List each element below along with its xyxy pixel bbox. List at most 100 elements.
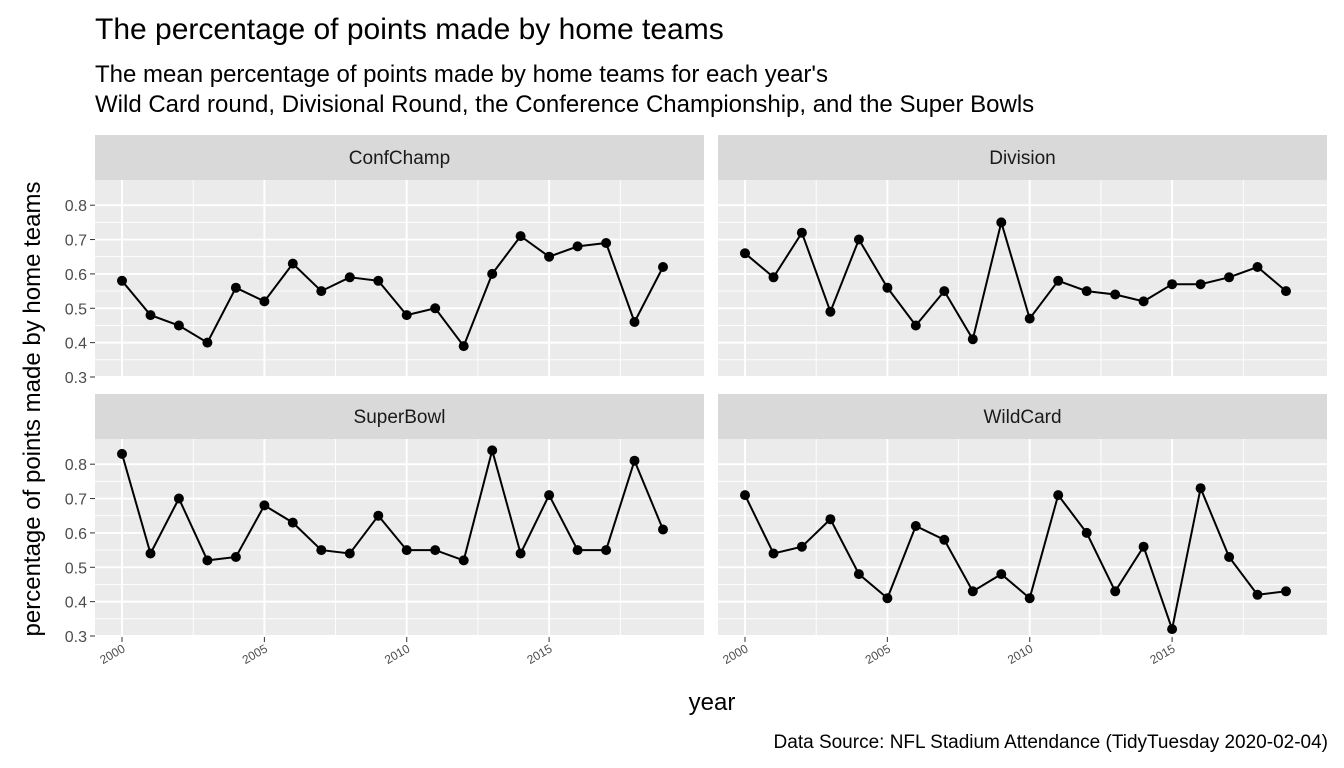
data-point-confchamp (458, 341, 469, 352)
data-point-confchamp (344, 272, 355, 283)
data-point-confchamp (373, 275, 384, 286)
data-point-wildcard (1081, 527, 1092, 538)
strip-label-superbowl: SuperBowl (354, 407, 446, 428)
data-point-division (1252, 262, 1263, 272)
data-point-confchamp (117, 275, 127, 286)
data-point-division (1281, 286, 1291, 297)
chart-caption: Data Source: NFL Stadium Attendance (Tid… (774, 732, 1328, 753)
data-point-confchamp (601, 238, 612, 248)
strip-division (718, 135, 1327, 180)
data-point-superbowl (344, 548, 355, 559)
data-point-confchamp (202, 337, 213, 348)
data-point-confchamp (316, 286, 327, 297)
data-point-division (853, 234, 864, 245)
x-tick-label: 2005 (240, 641, 270, 667)
data-point-superbowl (117, 448, 127, 459)
data-point-superbowl (287, 517, 298, 528)
data-point-division (1110, 289, 1121, 300)
data-point-confchamp (230, 282, 241, 293)
data-point-division (1195, 279, 1206, 290)
strip-wildcard (718, 394, 1327, 439)
data-point-confchamp (430, 303, 441, 314)
series-line-wildcard (744, 484, 1287, 633)
y-tick-label: 0.3 (65, 370, 87, 387)
data-point-superbowl (572, 545, 583, 556)
data-point-division (1024, 313, 1035, 324)
data-point-superbowl (458, 555, 469, 566)
data-point-wildcard (1110, 586, 1121, 597)
y-tick-label: 0.6 (65, 267, 87, 284)
panel-wildcard (718, 439, 1327, 637)
data-point-division (740, 248, 750, 259)
data-point-confchamp (287, 258, 298, 269)
facet-panels: ConfChamp 0.3 0.4 0.5 0.6 0.7 0.8 Division Super… (65, 135, 1327, 667)
data-point-division (910, 320, 921, 331)
data-point-confchamp (401, 310, 412, 321)
panel-superbowl (95, 439, 704, 637)
data-point-wildcard (967, 586, 978, 597)
data-point-division (996, 217, 1007, 228)
data-point-confchamp (173, 320, 184, 331)
data-point-confchamp (487, 268, 498, 279)
data-point-wildcard (1195, 483, 1206, 494)
y-tick-label: 0.8 (65, 198, 87, 215)
data-point-division (882, 282, 893, 293)
data-point-superbowl (230, 552, 241, 562)
x-tick-label: 2015 (524, 641, 554, 667)
data-point-division (1224, 272, 1235, 283)
facet-confchamp: ConfChamp 0.3 0.4 0.5 0.6 0.7 0.8 (65, 135, 704, 387)
x-tick-label: 2010 (382, 641, 412, 667)
data-point-division (796, 227, 807, 238)
strip-superbowl (95, 394, 704, 439)
y-tick-label: 0.8 (65, 457, 87, 474)
series-line-confchamp (121, 234, 664, 349)
data-point-wildcard (882, 593, 893, 604)
data-point-wildcard (796, 541, 807, 552)
panel-confchamp (95, 180, 704, 378)
y-tick-label: 0.5 (65, 301, 87, 318)
data-point-division (1081, 286, 1092, 297)
data-point-wildcard (825, 514, 836, 525)
data-point-superbowl (515, 548, 526, 559)
x-tick-label: 2010 (1005, 641, 1035, 667)
data-point-superbowl (401, 545, 412, 556)
data-point-division (1167, 279, 1178, 290)
data-point-wildcard (1167, 624, 1178, 635)
x-tick-label: 2015 (1147, 641, 1177, 667)
data-point-superbowl (544, 490, 555, 501)
facet-wildcard: WildCard 2000 2005 2010 2015 (718, 394, 1327, 667)
facet-division: Division (718, 135, 1327, 378)
chart-subtitle-line-2: Wild Card round, Divisional Round, the C… (95, 91, 1034, 118)
data-point-division (939, 286, 950, 297)
x-tick-label: 2000 (720, 641, 750, 667)
data-point-superbowl (202, 555, 213, 566)
data-point-division (1138, 296, 1149, 307)
strip-label-division: Division (989, 148, 1056, 169)
y-tick-label: 0.3 (65, 629, 87, 646)
data-point-wildcard (910, 521, 921, 531)
data-point-division (1053, 275, 1064, 286)
x-tick-label: 2000 (97, 641, 127, 667)
y-tick-label: 0.7 (65, 492, 87, 509)
y-tick-label: 0.5 (65, 560, 87, 577)
data-point-confchamp (629, 317, 640, 327)
data-point-division (768, 272, 779, 283)
data-point-superbowl (173, 493, 184, 504)
data-point-superbowl (658, 524, 668, 535)
data-point-wildcard (1024, 593, 1035, 604)
y-tick-label: 0.4 (65, 595, 87, 612)
chart-subtitle-line-1: The mean percentage of points made by ho… (95, 61, 828, 88)
data-point-superbowl (259, 500, 270, 511)
chart-title: The percentage of points made by home te… (95, 13, 724, 46)
data-point-superbowl (430, 545, 441, 556)
data-point-wildcard (939, 534, 950, 545)
strip-label-confchamp: ConfChamp (349, 148, 450, 169)
data-point-confchamp (145, 310, 156, 321)
data-point-wildcard (1224, 552, 1235, 562)
y-tick-label: 0.6 (65, 526, 87, 543)
data-point-wildcard (1053, 490, 1064, 501)
x-tick-label: 2005 (863, 641, 893, 667)
data-point-confchamp (544, 251, 555, 262)
y-axis-title: percentage of points made by home teams (19, 182, 46, 637)
